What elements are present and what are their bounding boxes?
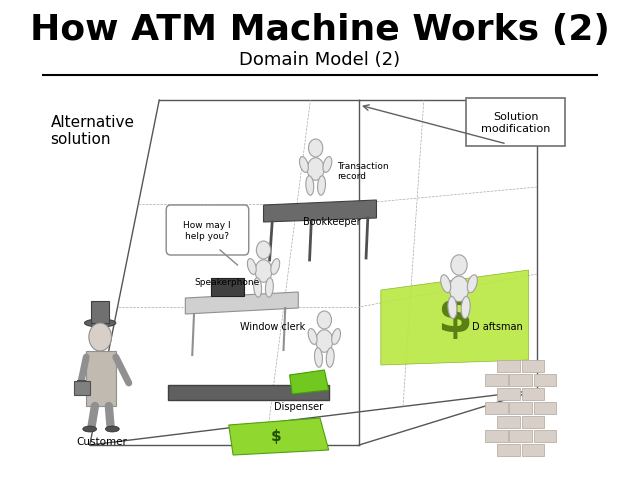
Ellipse shape — [451, 255, 467, 275]
Ellipse shape — [467, 275, 477, 293]
FancyBboxPatch shape — [497, 444, 520, 456]
Polygon shape — [228, 418, 329, 455]
Ellipse shape — [317, 311, 332, 329]
FancyBboxPatch shape — [522, 416, 544, 428]
Text: Window clerk: Window clerk — [240, 322, 305, 332]
FancyBboxPatch shape — [92, 301, 109, 323]
FancyBboxPatch shape — [166, 205, 249, 255]
Ellipse shape — [332, 329, 340, 345]
Ellipse shape — [306, 176, 314, 195]
Polygon shape — [264, 200, 376, 222]
Polygon shape — [381, 270, 529, 365]
Ellipse shape — [253, 278, 262, 297]
FancyBboxPatch shape — [485, 430, 508, 442]
Ellipse shape — [317, 176, 326, 195]
Text: Alternative
solution: Alternative solution — [51, 115, 134, 147]
Text: Transaction
record: Transaction record — [337, 162, 389, 181]
Ellipse shape — [449, 276, 468, 301]
Ellipse shape — [266, 278, 273, 297]
Ellipse shape — [271, 259, 280, 275]
Text: How ATM Machine Works (2): How ATM Machine Works (2) — [30, 13, 610, 47]
Ellipse shape — [307, 158, 324, 180]
FancyBboxPatch shape — [497, 360, 520, 372]
Ellipse shape — [316, 330, 333, 352]
FancyBboxPatch shape — [74, 381, 90, 395]
Ellipse shape — [323, 156, 332, 172]
FancyBboxPatch shape — [509, 430, 532, 442]
Ellipse shape — [308, 139, 323, 157]
Text: Solution
modification: Solution modification — [481, 112, 550, 134]
Ellipse shape — [461, 297, 470, 319]
Ellipse shape — [300, 156, 308, 172]
FancyBboxPatch shape — [534, 374, 556, 386]
FancyBboxPatch shape — [86, 351, 116, 406]
Ellipse shape — [314, 348, 323, 367]
Ellipse shape — [255, 260, 272, 282]
Text: Bookkeeper: Bookkeeper — [303, 217, 360, 227]
Ellipse shape — [84, 319, 116, 327]
FancyBboxPatch shape — [485, 402, 508, 414]
FancyBboxPatch shape — [534, 430, 556, 442]
Ellipse shape — [257, 241, 271, 259]
Text: Domain Model (2): Domain Model (2) — [239, 51, 401, 69]
FancyBboxPatch shape — [509, 402, 532, 414]
FancyBboxPatch shape — [522, 444, 544, 456]
Ellipse shape — [106, 426, 119, 432]
Text: Speakerphone: Speakerphone — [194, 278, 259, 287]
Text: How may I
help you?: How may I help you? — [183, 221, 231, 240]
Ellipse shape — [248, 259, 256, 275]
Text: Dispenser: Dispenser — [274, 402, 323, 412]
Text: $: $ — [437, 294, 472, 342]
FancyBboxPatch shape — [168, 385, 329, 400]
Text: D aftsman: D aftsman — [472, 322, 523, 332]
Text: $: $ — [271, 430, 282, 444]
FancyBboxPatch shape — [485, 374, 508, 386]
FancyBboxPatch shape — [466, 98, 565, 146]
FancyBboxPatch shape — [497, 388, 520, 400]
FancyBboxPatch shape — [497, 416, 520, 428]
Ellipse shape — [83, 426, 97, 432]
Ellipse shape — [441, 275, 451, 293]
FancyBboxPatch shape — [211, 278, 244, 296]
FancyBboxPatch shape — [522, 388, 544, 400]
Ellipse shape — [308, 329, 317, 345]
FancyBboxPatch shape — [534, 402, 556, 414]
Ellipse shape — [326, 348, 334, 367]
Polygon shape — [289, 370, 329, 394]
Text: Customer: Customer — [77, 437, 127, 447]
FancyBboxPatch shape — [522, 360, 544, 372]
FancyBboxPatch shape — [509, 374, 532, 386]
Polygon shape — [186, 292, 298, 314]
Ellipse shape — [448, 297, 457, 319]
Ellipse shape — [89, 323, 111, 351]
